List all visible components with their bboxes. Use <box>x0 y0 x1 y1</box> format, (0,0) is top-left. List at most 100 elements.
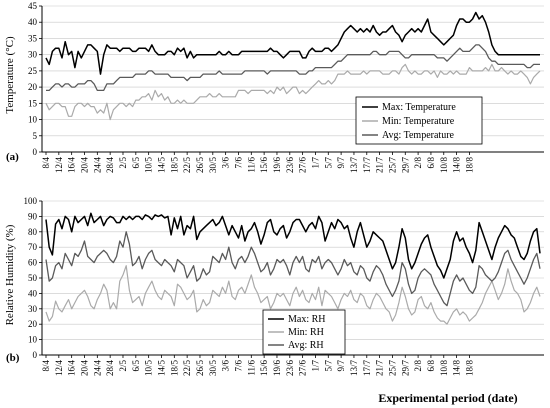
humidity-x-tick-label: 3/6 <box>221 360 231 372</box>
humidity-y-tick-label: 100 <box>24 196 38 206</box>
panel-b-label: (b) <box>6 352 20 364</box>
humidity-x-tick-label: 6/8 <box>426 360 436 372</box>
temperature-x-tick-label: 16/4 <box>67 157 77 174</box>
humidity-x-ticks: 8/4 12/4 16/4 20/4 24/4 28/4 2/5 6/5 10/5 14/5 18/… <box>41 355 474 376</box>
temperature-chart: 0 5 10 15 20 25 30 35 40 45 8/4 12/4 16/4 20/4 24/4 28… <box>4 1 544 173</box>
temperature-y-tick-label: 35 <box>28 33 38 43</box>
temperature-y-tick-label: 45 <box>28 1 38 11</box>
legend-label-avg-temperature: Avg: Temperature <box>382 130 455 141</box>
humidity-x-tick-label: 24/4 <box>92 360 102 377</box>
temperature-x-tick-label: 6/5 <box>131 157 141 169</box>
humidity-y-tick-label: 50 <box>28 273 38 283</box>
temperature-x-tick-label: 8/4 <box>41 157 51 169</box>
temperature-x-tick-label: 14/5 <box>156 157 166 174</box>
temperature-x-tick-label: 7/6 <box>233 157 243 169</box>
series-line-avg-temperature <box>46 44 540 92</box>
humidity-x-tick-label: 1/7 <box>310 360 320 372</box>
temperature-x-tick-label: 21/7 <box>375 157 385 174</box>
temperature-x-tick-label: 29/7 <box>400 157 410 174</box>
humidity-y-tick-label: 70 <box>28 242 38 252</box>
humidity-x-tick-label: 2/5 <box>118 360 128 372</box>
legend-label-max-temperature: Max: Temperature <box>382 102 456 113</box>
temperature-x-tick-label: 18/5 <box>169 157 179 174</box>
series-line-avg-rh <box>45 231 541 307</box>
temperature-x-tick-label: 10/8 <box>439 157 449 174</box>
humidity-x-tick-label: 18/5 <box>169 360 179 377</box>
humidity-x-tick-label: 15/6 <box>259 360 269 377</box>
temperature-legend: Max: Temperature Min: Temperature Avg: T… <box>355 96 483 145</box>
humidity-x-tick-label: 23/6 <box>285 360 295 377</box>
temperature-y-tick-label: 20 <box>28 82 38 92</box>
temperature-x-ticks: 8/4 12/4 16/4 20/4 24/4 28/4 2/5 6/5 10/5 14/5 18/… <box>41 152 474 173</box>
temperature-x-tick-label: 2/8 <box>413 157 423 169</box>
temperature-x-tick-label: 5/7 <box>323 157 333 169</box>
humidity-x-tick-label: 12/4 <box>54 360 64 377</box>
temperature-x-tick-label: 25/7 <box>387 157 397 174</box>
temperature-x-tick-label: 20/4 <box>79 157 89 174</box>
humidity-x-tick-label: 7/6 <box>233 360 243 372</box>
temperature-x-tick-label: 22/5 <box>182 157 192 174</box>
temperature-x-tick-label: 26/5 <box>195 157 205 174</box>
humidity-x-tick-label: 21/7 <box>375 360 385 377</box>
humidity-x-tick-label: 14/8 <box>452 360 462 377</box>
temperature-y-tick-label: 25 <box>28 66 38 76</box>
humidity-x-tick-label: 14/5 <box>156 360 166 377</box>
humidity-y-tick-label: 40 <box>28 288 38 298</box>
humidity-x-tick-label: 10/5 <box>144 360 154 377</box>
temperature-x-tick-label: 13/7 <box>349 157 359 174</box>
series-line-max-temperature <box>45 11 540 75</box>
temperature-x-tick-label: 17/7 <box>362 157 372 174</box>
temperature-x-tick-label: 27/6 <box>298 157 308 174</box>
humidity-x-tick-label: 20/4 <box>79 360 89 377</box>
humidity-x-tick-label: 5/7 <box>323 360 333 372</box>
temperature-series <box>45 11 541 121</box>
humidity-x-tick-label: 11/6 <box>246 360 256 376</box>
temperature-y-tick-label: 10 <box>28 115 38 125</box>
humidity-legend: Max: RH Min: RH Avg: RH <box>262 309 346 355</box>
legend-label-min-temperature: Min: Temperature <box>382 116 455 127</box>
humidity-y-tick-label: 60 <box>28 258 38 268</box>
humidity-y-tick-label: 10 <box>28 335 38 345</box>
temperature-x-tick-label: 24/4 <box>92 157 102 174</box>
humidity-x-tick-label: 13/7 <box>349 360 359 377</box>
humidity-chart: 0 10 20 30 40 50 60 70 80 90 100 8/4 12/4 16/4 20/4 24… <box>4 196 544 376</box>
humidity-y-tick-label: 20 <box>28 319 38 329</box>
temperature-x-tick-label: 12/4 <box>54 157 64 174</box>
humidity-x-tick-label: 29/7 <box>400 360 410 377</box>
humidity-x-tick-label: 6/5 <box>131 360 141 372</box>
humidity-x-tick-label: 28/4 <box>105 360 115 377</box>
humidity-y-ticks: 0 10 20 30 40 50 60 70 80 90 100 <box>24 196 42 360</box>
humidity-x-tick-label: 26/5 <box>195 360 205 377</box>
temperature-x-tick-label: 9/7 <box>336 157 346 169</box>
humidity-x-tick-label: 10/8 <box>439 360 449 377</box>
legend-label-max-rh: Max: RH <box>288 314 326 325</box>
temperature-y-tick-label: 15 <box>28 98 38 108</box>
humidity-x-tick-label: 22/5 <box>182 360 192 377</box>
humidity-x-tick-label: 9/7 <box>336 360 346 372</box>
humidity-x-tick-label: 16/4 <box>67 360 77 377</box>
temperature-y-ticks: 0 5 10 15 20 25 30 35 40 45 <box>28 1 42 157</box>
humidity-y-tick-label: 0 <box>33 350 38 360</box>
temperature-y-tick-label: 5 <box>33 131 38 141</box>
series-line-min-rh <box>45 265 541 325</box>
series-line-min-temperature <box>45 63 541 121</box>
legend-label-min-rh: Min: RH <box>288 327 324 338</box>
temperature-y-tick-label: 40 <box>28 17 38 27</box>
temperature-x-tick-label: 15/6 <box>259 157 269 174</box>
humidity-y-tick-label: 90 <box>28 211 38 221</box>
temperature-y-tick-label: 0 <box>33 147 38 157</box>
legend-label-avg-rh: Avg: RH <box>288 340 324 351</box>
temperature-x-tick-label: 11/6 <box>246 157 256 173</box>
temperature-x-tick-label: 6/8 <box>426 157 436 169</box>
temperature-x-tick-label: 3/6 <box>221 157 231 169</box>
humidity-x-tick-label: 17/7 <box>362 360 372 377</box>
x-axis-title: Experimental period (date) <box>378 391 517 405</box>
humidity-x-tick-label: 18/8 <box>464 360 474 377</box>
panel-a-label: (a) <box>6 151 19 163</box>
temperature-x-tick-label: 28/4 <box>105 157 115 174</box>
humidity-x-tick-label: 8/4 <box>41 360 51 372</box>
humidity-x-tick-label: 30/5 <box>208 360 218 377</box>
humidity-y-axis-label: Relative Humidity (%) <box>4 224 16 325</box>
humidity-x-tick-label: 19/6 <box>272 360 282 377</box>
